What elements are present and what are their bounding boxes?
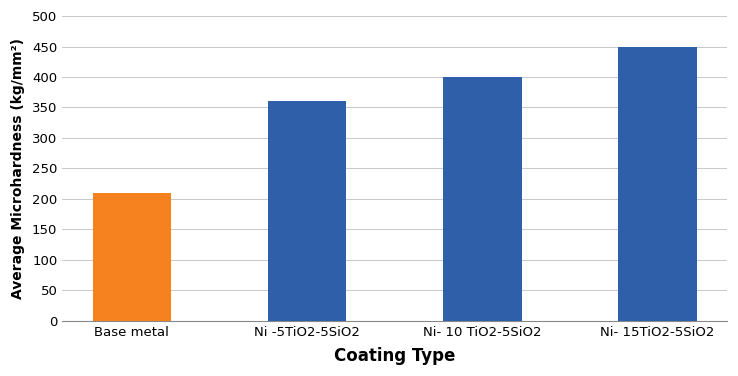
X-axis label: Coating Type: Coating Type (334, 347, 455, 365)
Bar (268, 102, 346, 321)
Bar (618, 47, 697, 321)
Bar (92, 193, 171, 321)
Y-axis label: Average Microhardness (kg/mm²): Average Microhardness (kg/mm²) (11, 38, 25, 299)
Bar (443, 77, 522, 321)
